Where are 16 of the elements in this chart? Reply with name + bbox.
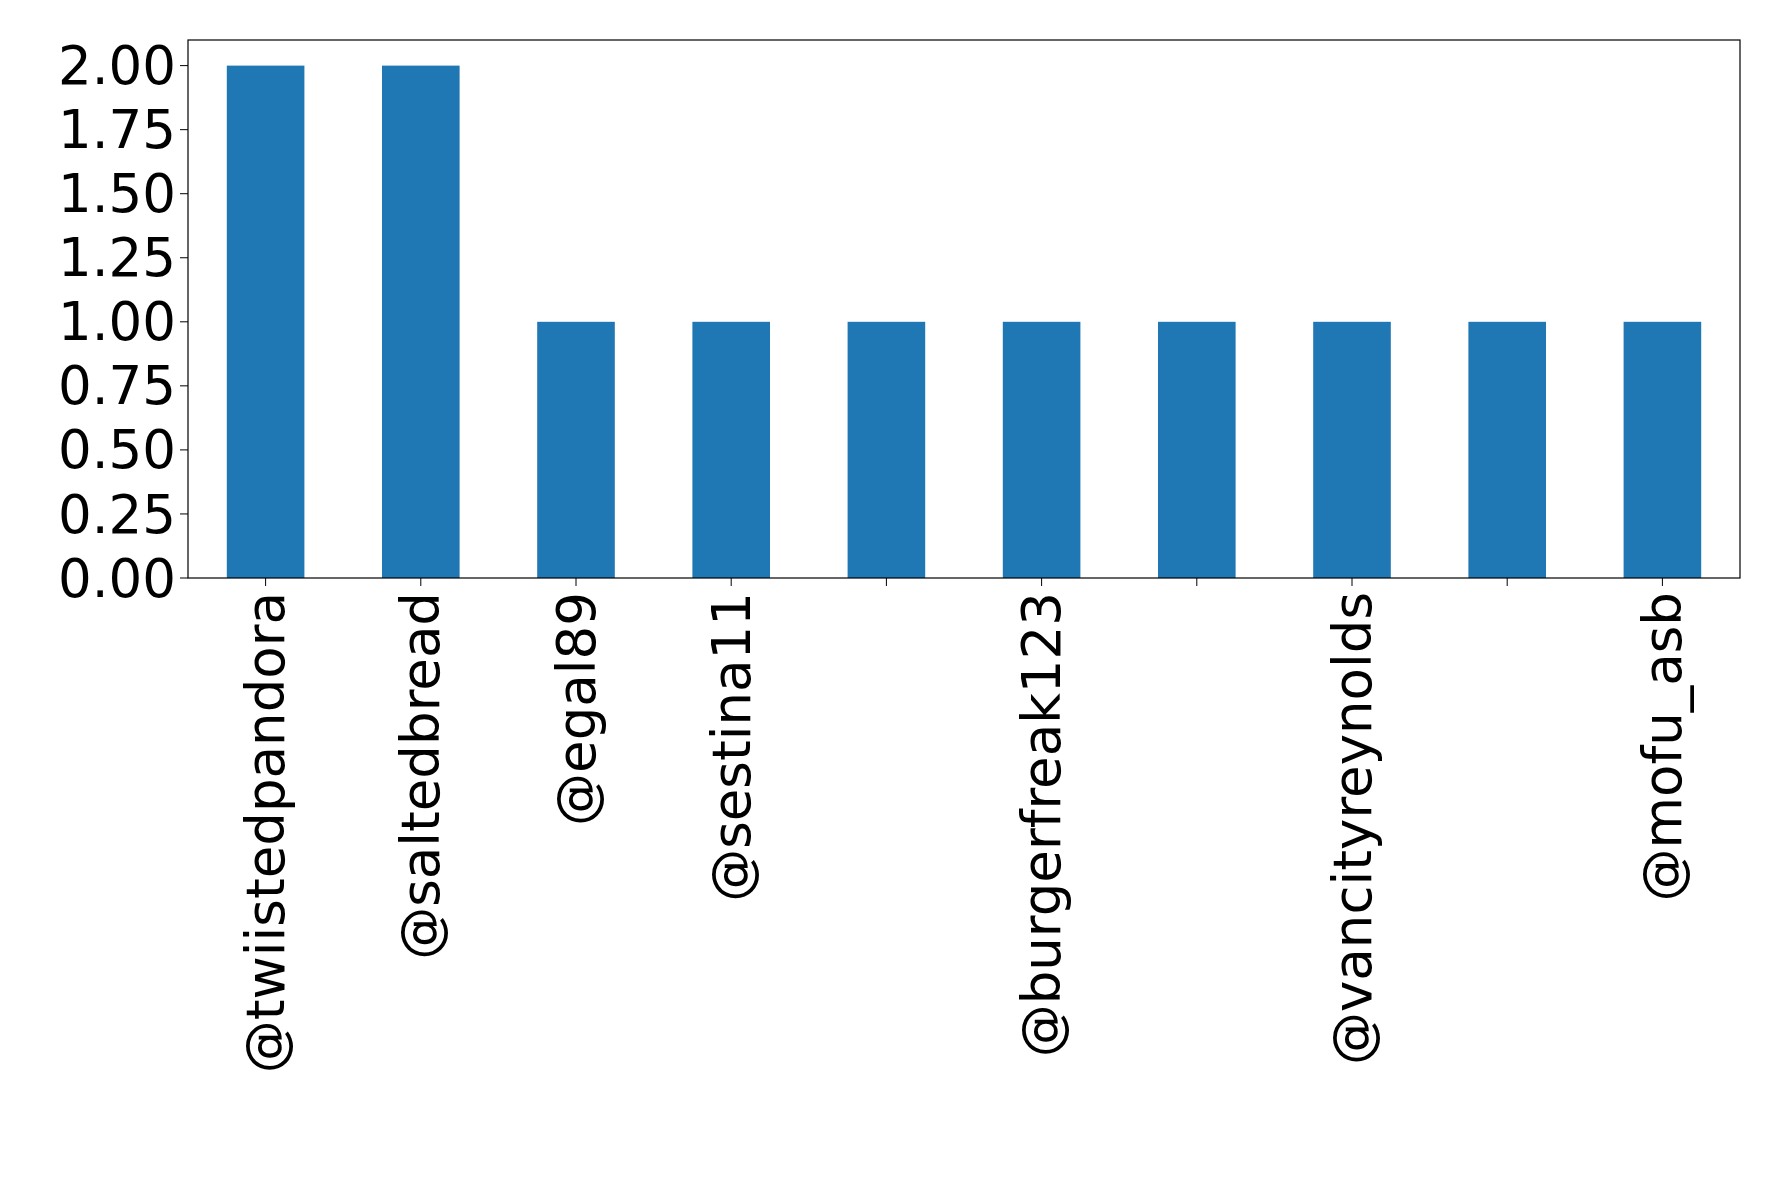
y-tick-label: 0.25 (57, 483, 176, 545)
y-tick-label: 0.75 (57, 355, 176, 417)
x-tick-label: @vancityreynolds (1321, 592, 1383, 1066)
y-tick-label: 1.25 (57, 227, 176, 289)
x-tick-label: @twiistedpandora (235, 592, 297, 1074)
x-tick-label: @sestina11 (700, 592, 762, 902)
y-tick-label: 2.00 (57, 35, 176, 97)
x-tick-label: @saltedbread (390, 592, 452, 960)
y-tick-label: 0.00 (57, 547, 176, 609)
y-tick-label: 1.50 (57, 163, 176, 225)
y-tick-label: 1.00 (57, 291, 176, 353)
x-tick-label: @egal89 (545, 592, 607, 826)
y-tick-label: 0.50 (57, 419, 176, 481)
y-tick-label: 1.75 (57, 99, 176, 161)
x-tick-label: @burgerfreak123 (1011, 592, 1073, 1058)
x-tick-label: @mofu_asb (1631, 592, 1694, 902)
